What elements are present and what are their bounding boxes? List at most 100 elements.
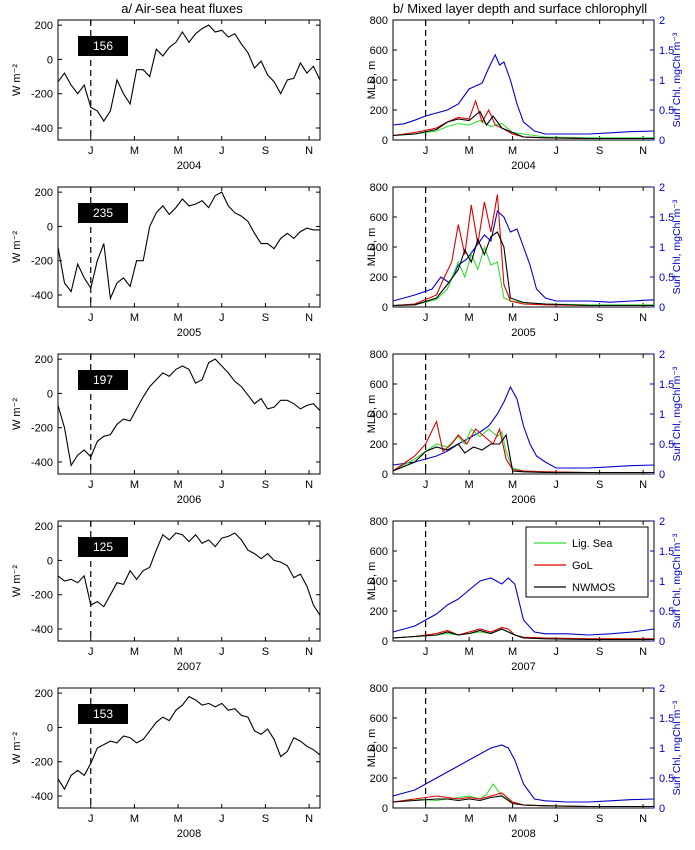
y-tick-label: 200 <box>35 187 53 199</box>
y-tick-label: 200 <box>370 272 388 284</box>
flux-line <box>57 695 321 791</box>
y-tick-label: 800 <box>370 516 388 528</box>
year-box <box>78 203 128 223</box>
y2-tick-label: 1.5 <box>659 713 674 725</box>
y-tick-label: 200 <box>370 439 388 451</box>
y2-tick-label: 0 <box>659 302 665 314</box>
x-tick-label: M <box>173 145 182 157</box>
x-tick-label: S <box>596 479 603 491</box>
y-tick-label: 600 <box>370 546 388 558</box>
y-tick-label: 200 <box>35 354 53 366</box>
x-tick-label: M <box>465 479 474 491</box>
y-tick-label: 800 <box>370 683 388 695</box>
x-tick-label: J <box>423 145 429 157</box>
y-axis-label: MLD, m <box>366 395 378 434</box>
y2-tick-label: 1 <box>659 743 665 755</box>
flux-line <box>57 191 320 301</box>
series-line-nwmos <box>392 433 654 474</box>
x-axis-label: 2005 <box>511 327 535 339</box>
flux-line <box>57 358 321 467</box>
panel-b-2006: J M M J S N 2006 0 200 400 600 800 MLD, m 0 0.5 1 1.5 2 Su… <box>366 349 683 506</box>
x-tick-label: S <box>262 646 269 658</box>
y2-tick-label: 2 <box>659 349 665 361</box>
y-tick-label: 0 <box>47 722 53 734</box>
y-tick-label: -200 <box>31 590 53 602</box>
x-tick-label: M <box>508 312 517 324</box>
x-tick-label: N <box>639 479 647 491</box>
series-line-surf-chl <box>392 744 655 803</box>
y-tick-label: -400 <box>31 624 53 636</box>
y2-tick-label: 2 <box>659 516 665 528</box>
y-axis-label: MLD, m <box>366 228 378 267</box>
y-tick-label: -200 <box>31 89 53 101</box>
x-tick-label: M <box>465 813 474 825</box>
panel-a-2006: J M M J S N 2006 200 0 -200 -400 W m⁻² 197 <box>11 353 321 506</box>
year-box-label: 153 <box>93 707 113 721</box>
y2-axis-label: Surf Chl, mgChl m⁻³ <box>671 366 683 461</box>
y2-tick-label: 2 <box>659 15 665 27</box>
x-tick-label: J <box>219 145 225 157</box>
y-tick-label: 0 <box>382 135 388 147</box>
legend: Lig. Sea GoL NWMOS <box>525 526 649 598</box>
x-tick-label: S <box>596 312 603 324</box>
year-box <box>78 36 128 56</box>
x-tick-label: M <box>508 813 517 825</box>
x-tick-label: J <box>88 813 94 825</box>
series-line-gol <box>392 194 654 307</box>
y-tick-label: 0 <box>47 54 53 66</box>
y-tick-label: 0 <box>47 221 53 233</box>
x-tick-label: S <box>596 646 603 658</box>
y-tick-label: -400 <box>31 290 53 302</box>
y2-tick-label: 0 <box>659 135 665 147</box>
y2-tick-label: 2 <box>659 182 665 194</box>
x-tick-label: N <box>305 646 313 658</box>
y-tick-label: 600 <box>370 379 388 391</box>
x-tick-label: N <box>639 646 647 658</box>
y-tick-label: 800 <box>370 15 388 27</box>
x-axis-label: 2007 <box>177 661 201 673</box>
series-line-gol <box>392 419 654 474</box>
y2-axis-label: Surf Chl, mgChl m⁻³ <box>671 700 683 795</box>
x-tick-label: N <box>305 479 313 491</box>
y-tick-label: 200 <box>35 20 53 32</box>
x-axis-label: 2004 <box>177 160 201 172</box>
y-tick-label: 0 <box>382 803 388 815</box>
y-tick-label: 400 <box>370 75 388 87</box>
panel-a-2008: J M M J S N 2008 200 0 -200 -400 W m⁻² 153 <box>11 687 321 840</box>
x-axis-label: 2006 <box>511 494 535 506</box>
x-tick-label: J <box>423 813 429 825</box>
y-tick-label: 600 <box>370 212 388 224</box>
year-box-label: 125 <box>93 540 113 554</box>
y-tick-label: 0 <box>47 388 53 400</box>
x-tick-label: M <box>465 145 474 157</box>
x-tick-label: J <box>88 312 94 324</box>
y-tick-label: 400 <box>370 242 388 254</box>
panel-b-2007: J M M J S N 2007 0 200 400 600 800 MLD, m 0 0.5 1 1.5 2 Su… <box>366 516 683 673</box>
y2-tick-label: 0.5 <box>659 105 674 117</box>
year-box <box>78 537 128 557</box>
y-tick-label: 200 <box>370 773 388 785</box>
year-box <box>78 704 128 724</box>
x-tick-label: M <box>173 479 182 491</box>
x-tick-label: M <box>173 646 182 658</box>
y-tick-label: 0 <box>382 636 388 648</box>
panel-b-2005: J M M J S N 2005 0 200 400 600 800 MLD, m 0 0.5 1 1.5 2 Su… <box>366 182 683 339</box>
year-box <box>78 370 128 390</box>
x-tick-label: M <box>173 312 182 324</box>
y2-tick-label: 0 <box>659 636 665 648</box>
x-tick-label: J <box>219 312 225 324</box>
y2-axis-label: Surf Chl, mgChl m⁻³ <box>671 533 683 628</box>
panel-b-2004: J M M J S N 2004 0 200 400 600 800 MLD, m 0 0.5 1 1.5 2 Su… <box>366 15 683 172</box>
x-axis-label: 2004 <box>511 160 535 172</box>
x-tick-label: J <box>423 479 429 491</box>
y-tick-label: 200 <box>370 606 388 618</box>
y-tick-label: 200 <box>35 521 53 533</box>
x-tick-label: J <box>219 813 225 825</box>
x-tick-label: J <box>553 145 559 157</box>
flux-line <box>57 24 321 123</box>
x-tick-label: N <box>305 145 313 157</box>
x-tick-label: M <box>130 646 139 658</box>
y-tick-label: 400 <box>370 409 388 421</box>
y2-tick-label: 1.5 <box>659 379 674 391</box>
